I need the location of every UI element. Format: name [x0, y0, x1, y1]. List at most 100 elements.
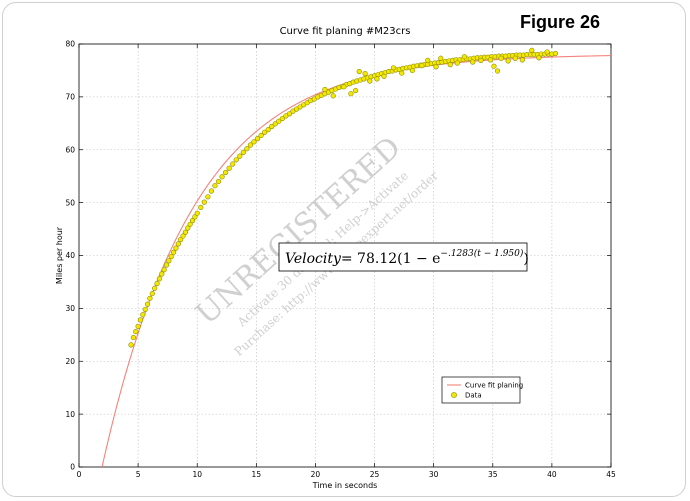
equation-box: Velocity= 78.12(1 − e−.1283(t − 1.950)) — [278, 242, 529, 272]
data-point — [322, 86, 328, 93]
equation-label: Velocity — [285, 251, 342, 267]
x-tick-label: 0 — [77, 470, 82, 479]
data-point — [286, 111, 293, 117]
data-point — [147, 295, 153, 301]
data-point — [180, 233, 186, 239]
data-point — [219, 174, 225, 180]
legend-entry-data: Data — [465, 392, 482, 400]
data-point — [142, 306, 148, 313]
legend-marker-swatch — [451, 392, 457, 398]
data-point — [144, 301, 151, 307]
data-point — [140, 312, 146, 318]
data-point — [240, 149, 246, 155]
equation-close: ) — [523, 251, 528, 267]
y-tick-label: 10 — [65, 410, 75, 419]
y-tick-label: 40 — [65, 251, 75, 260]
data-point — [374, 76, 380, 82]
data-point — [135, 323, 141, 329]
data-point — [198, 204, 204, 210]
data-point — [189, 218, 196, 224]
data-point — [447, 62, 453, 68]
data-point — [341, 84, 347, 90]
data-point — [544, 49, 550, 55]
legend-entry-fit: Curve fit planing — [465, 382, 523, 390]
data-point — [192, 214, 198, 220]
x-tick-label: 30 — [429, 470, 439, 479]
equation-body: = 78.12(1 − e — [341, 251, 441, 267]
data-point — [276, 118, 282, 124]
data-point — [399, 70, 405, 76]
data-point — [201, 199, 207, 205]
equation-text: Velocity= 78.12(1 − e−.1283(t − 1.950)) — [285, 248, 529, 267]
data-point — [223, 169, 229, 176]
data-point — [173, 245, 179, 251]
data-point — [272, 121, 278, 127]
data-point — [381, 73, 387, 79]
y-tick-label: 50 — [65, 198, 75, 207]
data-point — [152, 285, 158, 291]
data-point — [512, 55, 518, 61]
data-point — [159, 271, 165, 277]
data-point — [205, 194, 211, 200]
data-point — [348, 91, 354, 97]
data-point — [215, 178, 222, 185]
x-tick-label: 15 — [252, 470, 262, 479]
data-point — [133, 329, 139, 335]
figure-label: Figure 26 — [520, 12, 601, 32]
data-point — [505, 58, 511, 64]
data-point — [208, 188, 215, 194]
x-tick-label: 45 — [606, 470, 616, 479]
data-point — [262, 129, 268, 135]
data-point — [362, 71, 368, 77]
data-point — [254, 136, 261, 142]
figure-frame — [2, 2, 686, 497]
data-point — [552, 50, 559, 57]
data-point — [519, 57, 525, 63]
chart-title: Curve fit planing #M23crs — [280, 26, 411, 37]
data-point — [212, 183, 218, 189]
data-point — [478, 57, 484, 63]
data-point — [168, 253, 174, 260]
data-point — [251, 139, 257, 145]
x-tick-label: 35 — [488, 470, 498, 479]
y-tick-label: 70 — [65, 93, 75, 102]
data-point — [137, 317, 144, 323]
x-tick-label: 25 — [370, 470, 380, 479]
data-point — [330, 93, 336, 99]
data-point — [461, 54, 468, 60]
x-tick-label: 10 — [192, 470, 202, 479]
data-point — [163, 262, 170, 268]
data-point — [258, 132, 264, 139]
data-point — [166, 258, 172, 264]
data-point — [409, 67, 415, 74]
data-point — [128, 342, 134, 348]
data-point — [185, 225, 191, 231]
data-point — [356, 68, 362, 75]
data-point — [156, 276, 162, 282]
data-point — [438, 55, 444, 61]
data-point — [491, 63, 497, 69]
x-tick-label: 5 — [136, 470, 141, 479]
y-tick-label: 80 — [65, 40, 75, 49]
y-tick-label: 60 — [65, 145, 75, 154]
data-point — [154, 280, 160, 287]
data-point — [529, 47, 535, 53]
data-point — [233, 157, 239, 163]
y-tick-label: 20 — [65, 357, 75, 366]
x-tick-label: 40 — [547, 470, 557, 479]
x-tick-label: 20 — [311, 470, 321, 479]
equation-exponent: −.1283(t − 1.950) — [440, 248, 523, 259]
data-point — [494, 68, 501, 74]
data-point — [244, 146, 250, 152]
data-point — [390, 65, 397, 71]
data-point — [178, 237, 184, 243]
data-point — [470, 59, 476, 65]
data-points — [128, 47, 559, 348]
data-point — [226, 165, 232, 171]
y-tick-label: 0 — [70, 463, 75, 472]
data-point — [536, 55, 542, 61]
data-point — [279, 115, 285, 122]
data-point — [230, 161, 236, 167]
data-point — [194, 210, 200, 216]
